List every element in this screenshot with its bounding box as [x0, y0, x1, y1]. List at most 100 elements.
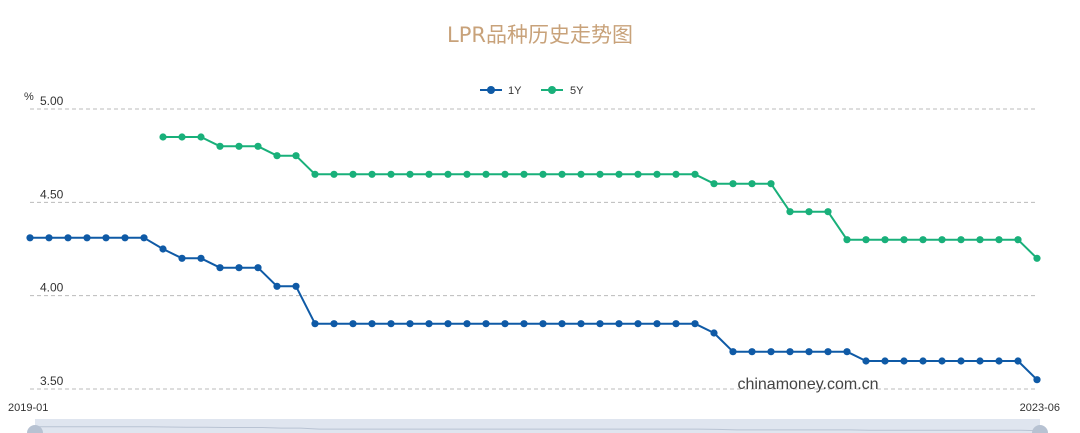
data-point-5y[interactable] [1014, 236, 1022, 244]
data-point-5y[interactable] [292, 152, 300, 160]
data-point-5y[interactable] [995, 236, 1003, 244]
data-point-1y[interactable] [824, 348, 832, 356]
data-point-1y[interactable] [178, 254, 186, 262]
data-point-1y[interactable] [45, 234, 53, 242]
data-point-1y[interactable] [881, 357, 889, 365]
data-point-1y[interactable] [330, 320, 338, 328]
data-point-5y[interactable] [748, 180, 756, 188]
data-point-5y[interactable] [387, 170, 395, 178]
data-point-5y[interactable] [805, 208, 813, 216]
data-point-5y[interactable] [330, 170, 338, 178]
data-point-1y[interactable] [463, 320, 471, 328]
range-slider-left-handle[interactable] [27, 425, 43, 433]
data-point-5y[interactable] [273, 152, 281, 160]
data-point-5y[interactable] [919, 236, 927, 244]
data-point-5y[interactable] [520, 170, 528, 178]
data-point-1y[interactable] [102, 234, 110, 242]
data-point-5y[interactable] [254, 142, 262, 150]
legend[interactable]: 1Y 5Y [480, 85, 584, 97]
data-point-1y[interactable] [634, 320, 642, 328]
data-point-1y[interactable] [140, 234, 148, 242]
data-point-5y[interactable] [463, 170, 471, 178]
data-point-1y[interactable] [558, 320, 566, 328]
data-point-5y[interactable] [444, 170, 452, 178]
data-point-5y[interactable] [900, 236, 908, 244]
data-point-5y[interactable] [349, 170, 357, 178]
data-point-5y[interactable] [653, 170, 661, 178]
data-point-1y[interactable] [957, 357, 965, 365]
data-point-5y[interactable] [691, 170, 699, 178]
data-point-5y[interactable] [577, 170, 585, 178]
data-point-1y[interactable] [596, 320, 604, 328]
data-point-1y[interactable] [159, 245, 167, 253]
data-point-1y[interactable] [710, 329, 718, 337]
data-point-1y[interactable] [862, 357, 870, 365]
data-point-5y[interactable] [843, 236, 851, 244]
data-point-1y[interactable] [444, 320, 452, 328]
data-point-1y[interactable] [805, 348, 813, 356]
data-point-1y[interactable] [349, 320, 357, 328]
data-point-1y[interactable] [26, 234, 34, 242]
data-point-1y[interactable] [235, 264, 243, 272]
data-point-5y[interactable] [862, 236, 870, 244]
data-point-1y[interactable] [1033, 376, 1041, 384]
legend-item-1y[interactable]: 1Y [480, 85, 522, 97]
data-point-5y[interactable] [558, 170, 566, 178]
data-point-5y[interactable] [1033, 254, 1041, 262]
data-point-5y[interactable] [710, 180, 718, 188]
data-point-1y[interactable] [197, 254, 205, 262]
data-point-5y[interactable] [596, 170, 604, 178]
data-point-1y[interactable] [729, 348, 737, 356]
data-point-1y[interactable] [672, 320, 680, 328]
data-point-1y[interactable] [64, 234, 72, 242]
data-point-5y[interactable] [368, 170, 376, 178]
data-point-5y[interactable] [672, 170, 680, 178]
data-point-1y[interactable] [938, 357, 946, 365]
data-point-5y[interactable] [976, 236, 984, 244]
data-point-5y[interactable] [197, 133, 205, 141]
range-slider[interactable] [27, 419, 1048, 433]
data-point-1y[interactable] [273, 282, 281, 290]
data-point-1y[interactable] [767, 348, 775, 356]
data-point-5y[interactable] [824, 208, 832, 216]
data-point-1y[interactable] [425, 320, 433, 328]
data-point-5y[interactable] [634, 170, 642, 178]
data-point-1y[interactable] [501, 320, 509, 328]
data-point-1y[interactable] [121, 234, 129, 242]
data-point-5y[interactable] [957, 236, 965, 244]
data-point-1y[interactable] [919, 357, 927, 365]
data-point-1y[interactable] [254, 264, 262, 272]
data-point-1y[interactable] [482, 320, 490, 328]
data-point-1y[interactable] [520, 320, 528, 328]
data-point-1y[interactable] [216, 264, 224, 272]
data-point-5y[interactable] [786, 208, 794, 216]
data-point-1y[interactable] [995, 357, 1003, 365]
data-point-5y[interactable] [615, 170, 623, 178]
data-point-1y[interactable] [748, 348, 756, 356]
data-point-1y[interactable] [786, 348, 794, 356]
data-point-1y[interactable] [292, 282, 300, 290]
data-point-1y[interactable] [311, 320, 319, 328]
data-point-5y[interactable] [406, 170, 414, 178]
data-point-5y[interactable] [178, 133, 186, 141]
data-point-1y[interactable] [539, 320, 547, 328]
data-point-5y[interactable] [235, 142, 243, 150]
data-point-5y[interactable] [501, 170, 509, 178]
data-point-5y[interactable] [425, 170, 433, 178]
data-point-1y[interactable] [976, 357, 984, 365]
data-point-5y[interactable] [938, 236, 946, 244]
data-point-5y[interactable] [881, 236, 889, 244]
data-point-1y[interactable] [368, 320, 376, 328]
data-point-1y[interactable] [843, 348, 851, 356]
data-point-1y[interactable] [577, 320, 585, 328]
data-point-5y[interactable] [729, 180, 737, 188]
data-point-1y[interactable] [1014, 357, 1022, 365]
data-point-1y[interactable] [406, 320, 414, 328]
data-point-5y[interactable] [482, 170, 490, 178]
data-point-1y[interactable] [83, 234, 91, 242]
range-slider-right-handle[interactable] [1032, 425, 1048, 433]
range-slider-track[interactable] [35, 419, 1040, 433]
data-point-5y[interactable] [539, 170, 547, 178]
data-point-5y[interactable] [311, 170, 319, 178]
data-point-1y[interactable] [387, 320, 395, 328]
